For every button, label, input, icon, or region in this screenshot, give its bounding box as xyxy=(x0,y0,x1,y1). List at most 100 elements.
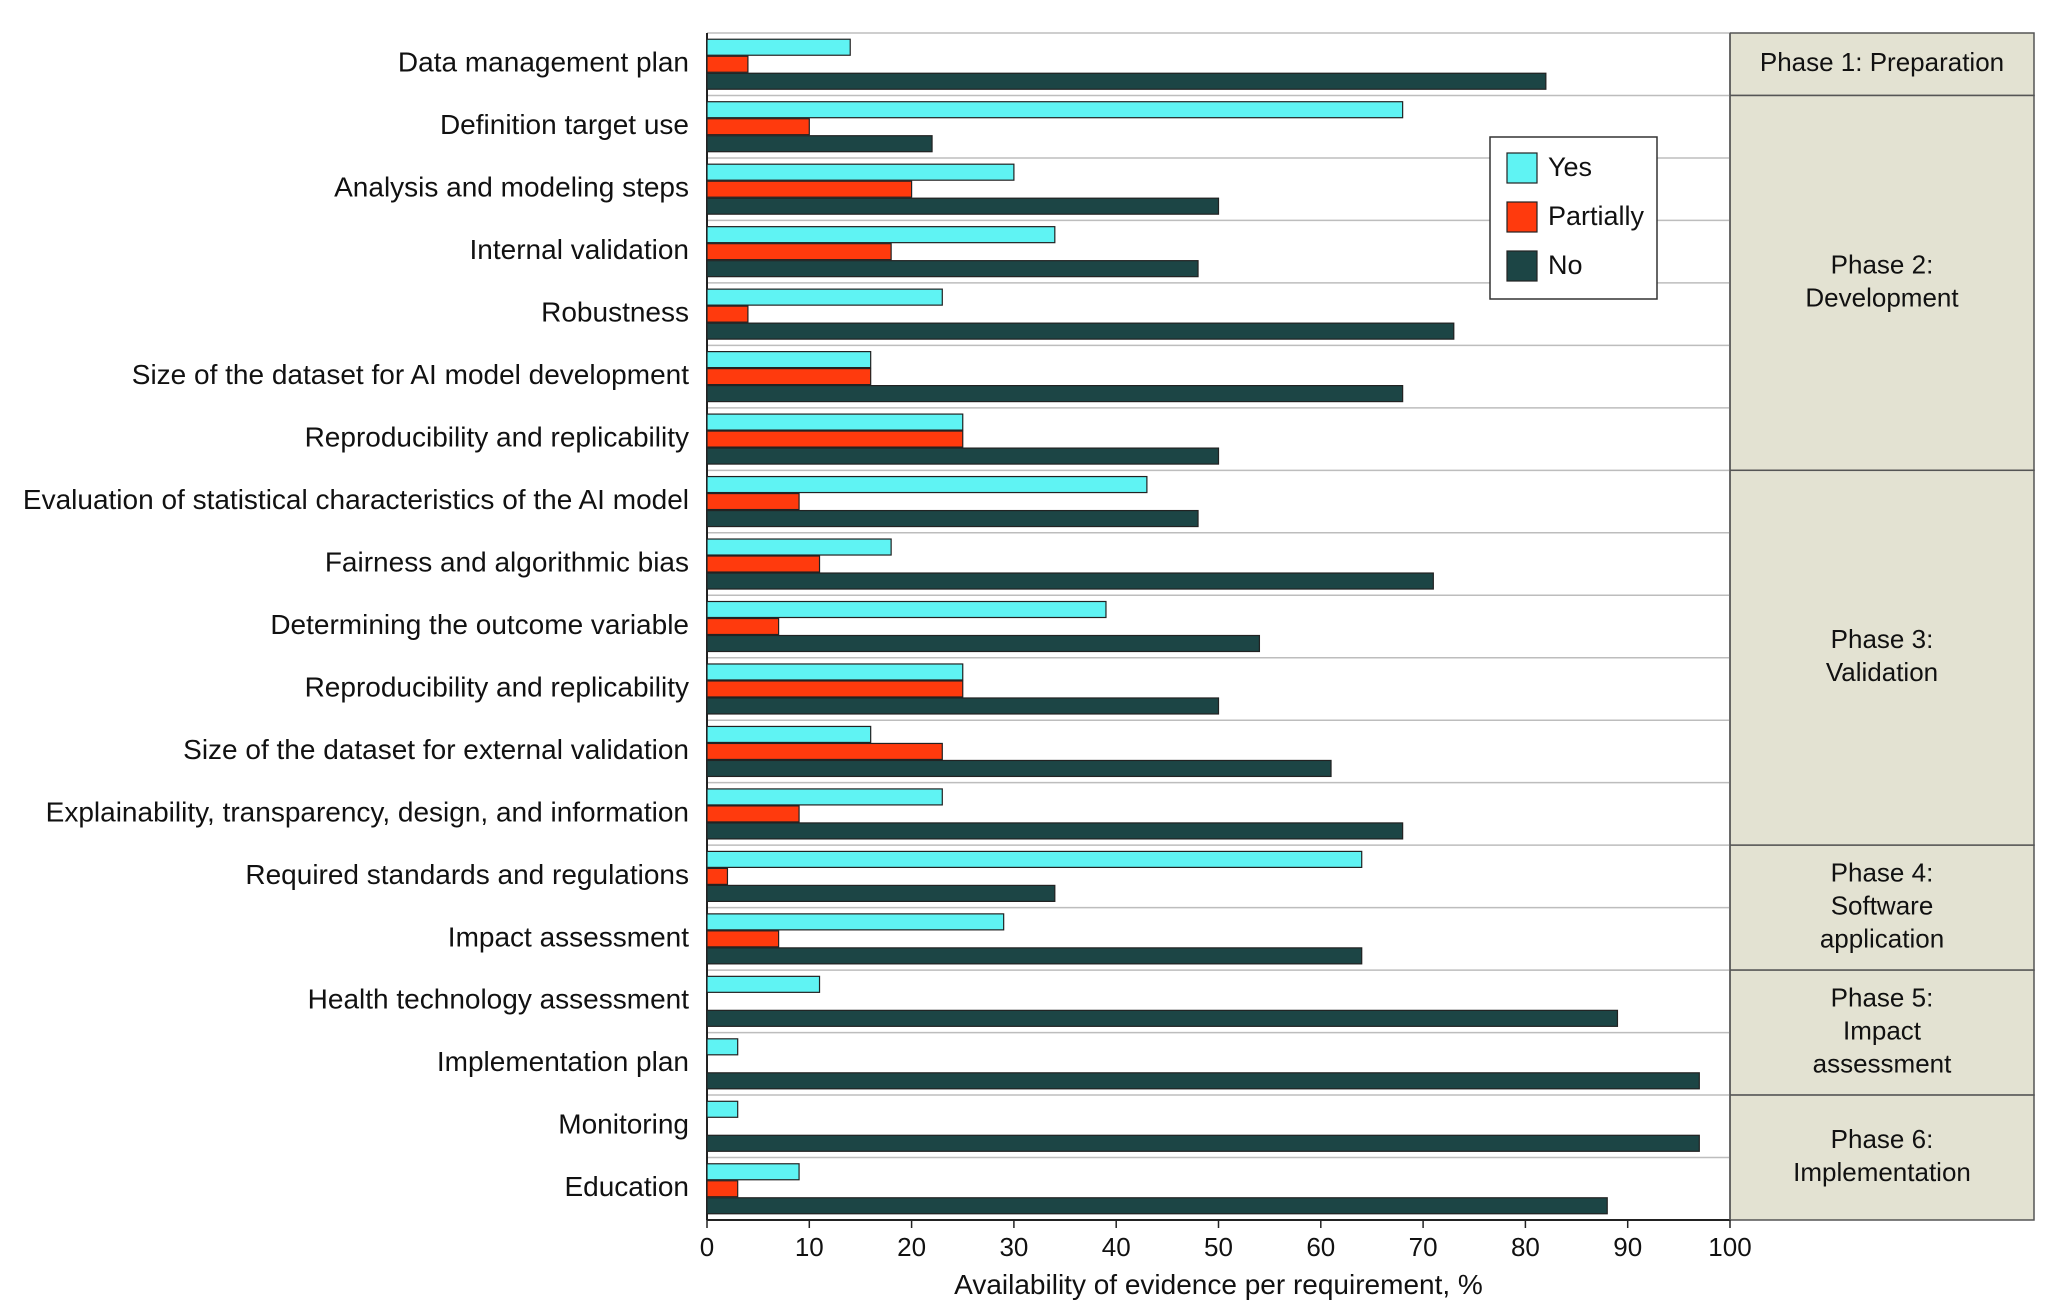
bar-yes xyxy=(706,975,821,993)
bar-no xyxy=(706,1197,1608,1215)
phase-label-line: Phase 6: xyxy=(1831,1124,1934,1154)
category-label: Analysis and modeling steps xyxy=(334,172,689,203)
bar-partially xyxy=(706,617,780,636)
bar-partially xyxy=(706,867,729,885)
category-label: Evaluation of statistical characteristic… xyxy=(23,484,689,515)
bar-partially xyxy=(706,118,810,136)
x-tick-label: 20 xyxy=(897,1232,926,1262)
bar-no xyxy=(706,947,1363,965)
legend-swatch-yes xyxy=(1506,152,1538,184)
bar-no xyxy=(706,572,1434,590)
bar-yes xyxy=(706,226,1056,244)
bar-partially xyxy=(706,1180,739,1198)
category-label: Determining the outcome variable xyxy=(270,609,689,640)
bar-no xyxy=(706,1134,1700,1152)
bar-partially xyxy=(706,305,749,323)
category-label: Robustness xyxy=(541,297,689,328)
x-tick-label: 10 xyxy=(795,1232,824,1262)
bar-partially xyxy=(706,555,821,573)
phase-box xyxy=(1729,1094,2035,1221)
bar-no xyxy=(706,260,1199,278)
x-tick-label: 0 xyxy=(700,1232,714,1262)
bar-yes xyxy=(706,538,892,556)
x-tick-label: 40 xyxy=(1102,1232,1131,1262)
bar-partially xyxy=(706,805,800,823)
x-axis-title: Availability of evidence per requirement… xyxy=(954,1269,1483,1300)
phase-label: Phase 1: Preparation xyxy=(1760,47,2004,77)
bar-yes xyxy=(706,600,1107,619)
bar-yes xyxy=(706,788,943,806)
category-label: Health technology assessment xyxy=(308,984,690,1015)
x-tick-label: 60 xyxy=(1306,1232,1335,1262)
bar-yes xyxy=(706,1100,739,1118)
phase-label: Phase 4: Software application xyxy=(1820,858,1944,954)
bar-partially xyxy=(706,930,780,948)
bar-yes xyxy=(706,413,964,431)
category-label: Data management plan xyxy=(398,47,689,78)
bar-no xyxy=(706,1009,1619,1027)
phase-label-line: application xyxy=(1820,924,1944,954)
bar-yes xyxy=(706,1038,739,1056)
phase-label-line: Impact xyxy=(1843,1015,1922,1045)
category-label: Fairness and algorithmic bias xyxy=(325,546,689,577)
bar-no xyxy=(706,697,1220,715)
bar-yes xyxy=(706,38,851,56)
bar-yes xyxy=(706,725,872,744)
bar-yes xyxy=(706,163,1015,181)
bar-no xyxy=(706,1072,1700,1090)
bar-partially xyxy=(706,742,943,761)
bar-yes xyxy=(706,1163,800,1181)
category-label: Impact assessment xyxy=(448,921,689,952)
legend-swatch-no xyxy=(1506,250,1538,282)
legend: Yes Partially No xyxy=(1489,136,1658,300)
bar-partially xyxy=(706,243,892,261)
category-label: Explainability, transparency, design, an… xyxy=(46,796,689,827)
bar-partially xyxy=(706,430,964,448)
bar-partially xyxy=(706,492,800,511)
legend-label-no: No xyxy=(1548,250,1583,280)
bar-no xyxy=(706,759,1332,778)
bar-yes xyxy=(706,351,872,369)
bar-no xyxy=(706,72,1547,90)
x-tick-label: 70 xyxy=(1409,1232,1438,1262)
bar-yes xyxy=(706,663,964,681)
x-tick-label: 30 xyxy=(999,1232,1028,1262)
phase-box xyxy=(1729,969,2035,1096)
phase-box xyxy=(1729,32,2035,97)
bar-yes xyxy=(706,475,1148,494)
x-tick-label: 50 xyxy=(1204,1232,1233,1262)
phase-label-line: Software xyxy=(1831,891,1934,921)
bar-yes xyxy=(706,913,1005,931)
bar-yes xyxy=(706,850,1363,868)
phase-label: Phase 2: Development xyxy=(1805,249,1959,312)
bar-no xyxy=(706,447,1220,465)
bar-no xyxy=(706,822,1404,840)
category-label: Monitoring xyxy=(558,1109,689,1140)
bar-no xyxy=(706,884,1056,902)
phase-label-line: Development xyxy=(1805,282,1959,312)
category-label: Implementation plan xyxy=(437,1046,689,1077)
x-tick-label: 80 xyxy=(1511,1232,1540,1262)
bar-yes xyxy=(706,101,1404,119)
legend-label-yes: Yes xyxy=(1548,152,1592,182)
category-label: Internal validation xyxy=(470,234,689,265)
category-label: Required standards and regulations xyxy=(245,859,689,890)
phase-box xyxy=(1729,94,2035,472)
phase-label: Phase 6: Implementation xyxy=(1793,1124,1971,1187)
phase-box xyxy=(1729,469,2035,846)
x-tick-label: 90 xyxy=(1613,1232,1642,1262)
phase-box xyxy=(1729,844,2035,971)
category-label: Definition target use xyxy=(440,109,689,140)
bar-no xyxy=(706,135,933,153)
bar-partially xyxy=(706,55,749,73)
phase-label-line: Phase 2: xyxy=(1831,249,1934,279)
legend-label-partially: Partially xyxy=(1548,201,1645,231)
bar-yes xyxy=(706,288,943,306)
bar-no xyxy=(706,197,1220,215)
phase-label-line: Phase 4: xyxy=(1831,858,1934,888)
category-label: Reproducibility and replicability xyxy=(305,421,689,452)
bar-no xyxy=(706,634,1261,653)
category-label: Reproducibility and replicability xyxy=(305,671,689,702)
legend-swatch-partially xyxy=(1506,201,1538,233)
